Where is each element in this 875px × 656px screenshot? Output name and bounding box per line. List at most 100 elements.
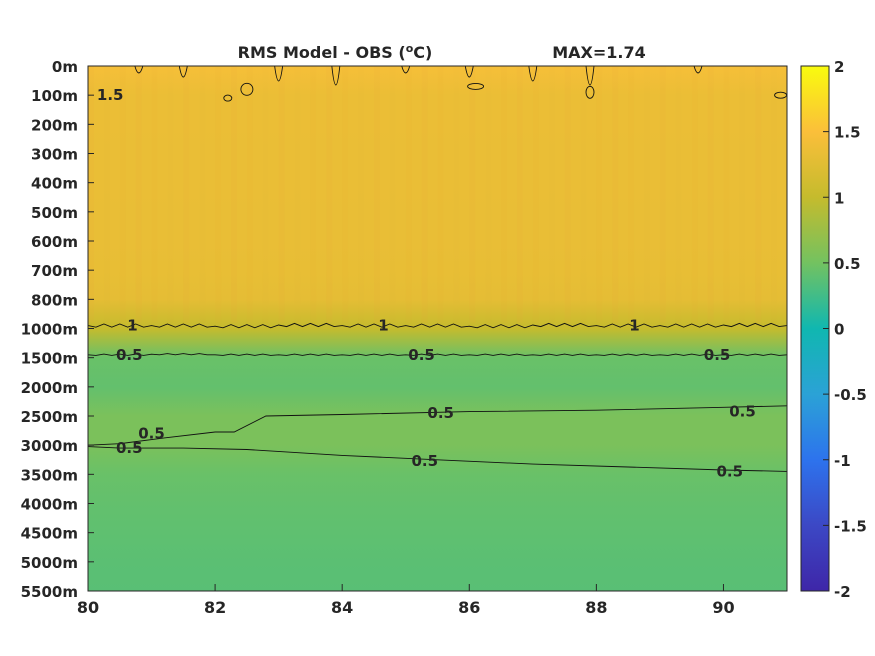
field-texture-stripe (549, 66, 555, 323)
contour-loop (331, 66, 341, 86)
field-texture-stripe (628, 66, 635, 323)
contour-label: 0.5 (116, 346, 143, 364)
title-unit-superscript: o (406, 42, 414, 55)
plot-area: 1.51 1 10.5 0.5 0.50.50.50.5 0.50.50.5 (87, 65, 788, 592)
contour-line-1 (88, 322, 787, 329)
y-tick-label: 4000m (21, 496, 78, 514)
x-axis: 80 82 84 86 88 90 (77, 584, 735, 617)
contour-loop (274, 66, 284, 82)
contour-label: 0.5 (427, 404, 454, 422)
field-texture-stripe (183, 66, 190, 323)
contour-label: 0.5 (408, 346, 435, 364)
contour-label: 1.5 (97, 86, 124, 104)
field-texture-stripe (246, 66, 253, 323)
field-texture-stripe (612, 66, 619, 323)
x-tick-label: 90 (712, 598, 734, 617)
x-tick-label: 80 (77, 598, 99, 617)
colorbar-tick-label: -1 (834, 452, 851, 470)
field-texture-stripe (755, 66, 762, 323)
contour-label: 0.5 (116, 439, 143, 457)
max-label: MAX=1.74 (552, 43, 646, 62)
colorbar-tick-label: -2 (834, 583, 851, 601)
contour-labels: 1.51 1 10.5 0.5 0.50.50.50.5 0.50.50.5 (97, 86, 756, 480)
contour-loop (223, 94, 233, 102)
y-tick-label: 800m (31, 291, 78, 309)
colorbar-tick-label: 1.5 (834, 124, 861, 142)
x-tick-label: 86 (458, 598, 480, 617)
chart-title: RMS Model - OBS (oC) (238, 42, 433, 62)
contour-loop (464, 66, 474, 78)
y-tick-label: 1000m (21, 321, 78, 339)
contour-label: 0.5 (717, 462, 744, 480)
field-texture-stripe (88, 66, 94, 323)
field-texture-stripe (676, 66, 682, 323)
field-texture-stripe (596, 66, 603, 323)
field-texture-stripe (707, 66, 714, 323)
field-texture-stripe (231, 66, 237, 323)
field-texture-stripe (437, 66, 444, 323)
contour-label: 0.5 (412, 452, 439, 470)
contour-loop (178, 66, 188, 78)
contour-loop (134, 66, 144, 74)
field-texture-stripe (135, 66, 142, 323)
contour-loop (401, 66, 411, 74)
y-tick-label: 500m (31, 204, 78, 222)
colorbar-tick-label: 2 (834, 58, 844, 76)
field-texture-stripe (659, 66, 666, 323)
field-fill (88, 66, 787, 591)
colorbar-tick-label: 0 (834, 321, 844, 339)
y-tick-label: 2500m (21, 408, 78, 426)
y-tick-label: 1500m (21, 350, 78, 368)
field-texture-stripe (119, 66, 126, 323)
contour-loop (467, 82, 485, 90)
y-tick-label: 400m (31, 175, 78, 193)
contour-label: 0.5 (704, 346, 731, 364)
field-texture-stripe (295, 66, 301, 323)
contour-label: 1 (629, 317, 639, 335)
field-texture-stripe (501, 66, 507, 323)
field-texture-stripe (485, 66, 491, 323)
field-texture-stripe (199, 66, 205, 323)
contour-label: 1 (127, 317, 137, 335)
y-tick-label: 3500m (21, 466, 78, 484)
x-tick-label: 82 (204, 598, 226, 617)
y-tick-label: 200m (31, 116, 78, 134)
field-texture-stripe (532, 66, 539, 323)
y-tick-label: 2000m (21, 379, 78, 397)
field-texture-stripe (342, 66, 349, 323)
field-texture-stripe (326, 66, 333, 323)
y-tick-label: 5000m (21, 554, 78, 572)
y-tick-label: 600m (31, 233, 78, 251)
field-texture-stripe (405, 66, 412, 323)
field-texture-stripe (278, 66, 285, 323)
contour-label: 0.5 (138, 425, 165, 443)
contour-line-0-5 (88, 405, 787, 446)
colorbar-ticks: 2 1.5 1 0.5 0 -0.5 -1 -1.5 -2 (823, 58, 867, 601)
colorbar-tick-label: 1 (834, 189, 844, 207)
contour-loop (585, 66, 595, 86)
field-texture-stripe (358, 66, 364, 323)
field-texture-stripe (723, 66, 730, 323)
contour-loop (585, 85, 595, 99)
contour-label: 1 (378, 317, 388, 335)
field-texture-stripe (215, 66, 222, 323)
field-texture-stripe (167, 66, 173, 323)
field-texture-stripe (739, 66, 745, 323)
field-texture-stripe (263, 66, 269, 323)
colorbar-tick-label: 0.5 (834, 255, 861, 273)
contour-line-0-5 (88, 446, 787, 472)
field-texture-stripe (390, 66, 396, 323)
contour-label: 0.5 (729, 403, 756, 421)
y-tick-label: 0m (52, 58, 78, 76)
y-axis: 0m 100m 200m 300m 400m 500m 600m 700m 800m 1000m 1… (21, 58, 94, 601)
field-texture-stripe (151, 66, 158, 323)
colorbar: 2 1.5 1 0.5 0 -0.5 -1 -1.5 -2 (800, 58, 867, 601)
field-texture-stripe (310, 66, 317, 323)
y-tick-label: 4500m (21, 525, 78, 543)
contour-loop (528, 66, 538, 82)
contour-line-0-5 (88, 353, 787, 356)
field-texture (88, 66, 762, 323)
contour-loop (693, 66, 703, 74)
x-tick-label: 88 (585, 598, 607, 617)
